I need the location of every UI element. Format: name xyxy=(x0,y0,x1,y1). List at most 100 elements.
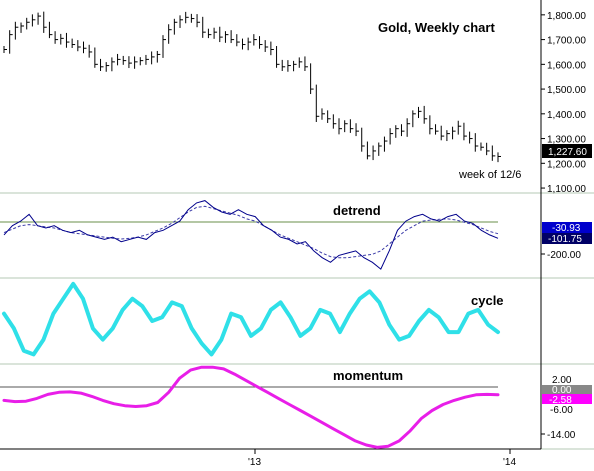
price-bar xyxy=(469,131,473,144)
detrend-tag xyxy=(542,222,592,233)
momentum-last-tag xyxy=(542,394,592,404)
price-bar xyxy=(105,62,110,72)
price-bar xyxy=(54,31,59,44)
momentum-series xyxy=(2,365,500,449)
price-bar xyxy=(435,124,439,135)
detrend-tag-2 xyxy=(542,233,592,244)
momentum-title: momentum xyxy=(333,368,403,383)
momentum-zero-tag-label: 0.00 xyxy=(552,385,572,396)
price-bar xyxy=(224,31,229,43)
cycle-series xyxy=(2,281,500,357)
price-bar xyxy=(281,59,286,72)
price-bar xyxy=(270,41,274,56)
price-bar xyxy=(259,36,263,49)
price-bar xyxy=(247,37,252,51)
detrend-tag-label: -30.93 xyxy=(552,223,581,234)
price-bar xyxy=(497,152,501,163)
price-bar xyxy=(202,16,206,38)
price-bar xyxy=(400,124,405,137)
price-bar xyxy=(446,130,450,142)
price-bar xyxy=(162,35,166,58)
price-bar xyxy=(236,34,240,47)
price-last-tag-label: 1,227.60 xyxy=(548,147,587,158)
price-bar xyxy=(338,118,343,135)
price-bar xyxy=(412,110,416,128)
detrend-title: detrend xyxy=(333,203,381,218)
price-bar xyxy=(361,127,365,152)
price-tick-label: 1,300.00 xyxy=(547,135,586,146)
detrend-series xyxy=(3,200,499,270)
price-bar xyxy=(65,32,70,48)
price-bar xyxy=(111,57,115,72)
price-bar xyxy=(196,14,201,28)
price-bar xyxy=(82,41,87,54)
price-last-tag xyxy=(542,144,592,158)
price-bar xyxy=(37,12,42,25)
price-bar xyxy=(26,17,30,30)
price-bar xyxy=(429,115,433,135)
price-tick-label: 1,700.00 xyxy=(547,36,586,47)
price-bar xyxy=(349,119,354,133)
momentum-last-tag-label: -2.58 xyxy=(549,395,572,406)
price-bar xyxy=(298,57,303,68)
price-bar xyxy=(179,15,184,28)
momentum-tick-2: 2.00 xyxy=(552,375,572,386)
price-bar xyxy=(117,53,121,66)
price-bar xyxy=(491,145,496,161)
price-bar xyxy=(406,118,411,137)
price-bar xyxy=(168,24,172,44)
price-bar xyxy=(372,145,377,161)
price-bar xyxy=(190,13,195,23)
price-bar xyxy=(293,60,297,72)
price-bar xyxy=(327,110,331,123)
price-tick-label: 1,400.00 xyxy=(547,110,586,121)
price-bar xyxy=(77,40,81,52)
price-bar xyxy=(94,47,98,68)
price-bar xyxy=(310,63,314,95)
price-bar xyxy=(20,22,25,33)
price-bars xyxy=(3,11,501,163)
price-bar xyxy=(440,125,445,141)
x-tick-label-14: '14 xyxy=(503,457,516,468)
price-bar xyxy=(230,30,235,44)
price-bar xyxy=(71,38,76,49)
price-bar xyxy=(276,46,280,68)
price-tick-label: 1,100.00 xyxy=(547,184,586,195)
price-bar xyxy=(474,133,479,152)
price-bar xyxy=(378,142,382,156)
price-bar xyxy=(88,44,93,58)
detrend-tick-label: -200.00 xyxy=(547,250,581,261)
price-bar xyxy=(344,120,348,133)
price-bar xyxy=(151,51,155,65)
price-bar xyxy=(383,136,388,152)
price-bar xyxy=(452,126,456,140)
price-bar xyxy=(173,18,178,35)
price-bar xyxy=(207,28,212,39)
price-bar xyxy=(253,34,257,46)
price-bar xyxy=(355,123,360,137)
week-annotation: week of 12/6 xyxy=(458,169,521,181)
price-axis-ticks: 1,800.00 1,700.00 1,600.00 1,500.00 1,400.00… xyxy=(541,11,586,195)
price-bar xyxy=(139,57,144,66)
price-bar xyxy=(14,21,19,40)
momentum-tick-minus14: -14.00 xyxy=(547,430,576,441)
price-bar xyxy=(122,55,127,65)
price-bar xyxy=(480,142,484,151)
price-bar xyxy=(423,105,428,124)
price-bar xyxy=(213,27,218,39)
price-bar xyxy=(9,30,13,54)
price-tick-label: 1,200.00 xyxy=(547,159,586,170)
price-bar xyxy=(287,60,291,72)
momentum-tick-minus6: -6.00 xyxy=(550,405,573,416)
price-bar xyxy=(48,21,53,39)
price-bar xyxy=(241,38,246,50)
price-bar xyxy=(304,56,308,72)
price-bar xyxy=(185,11,189,24)
price-tick-label: 1,600.00 xyxy=(547,60,586,71)
price-bar xyxy=(100,58,104,72)
price-bar xyxy=(315,84,320,122)
momentum-zero-tag xyxy=(542,385,592,394)
detrend-dashed-series xyxy=(3,205,499,259)
